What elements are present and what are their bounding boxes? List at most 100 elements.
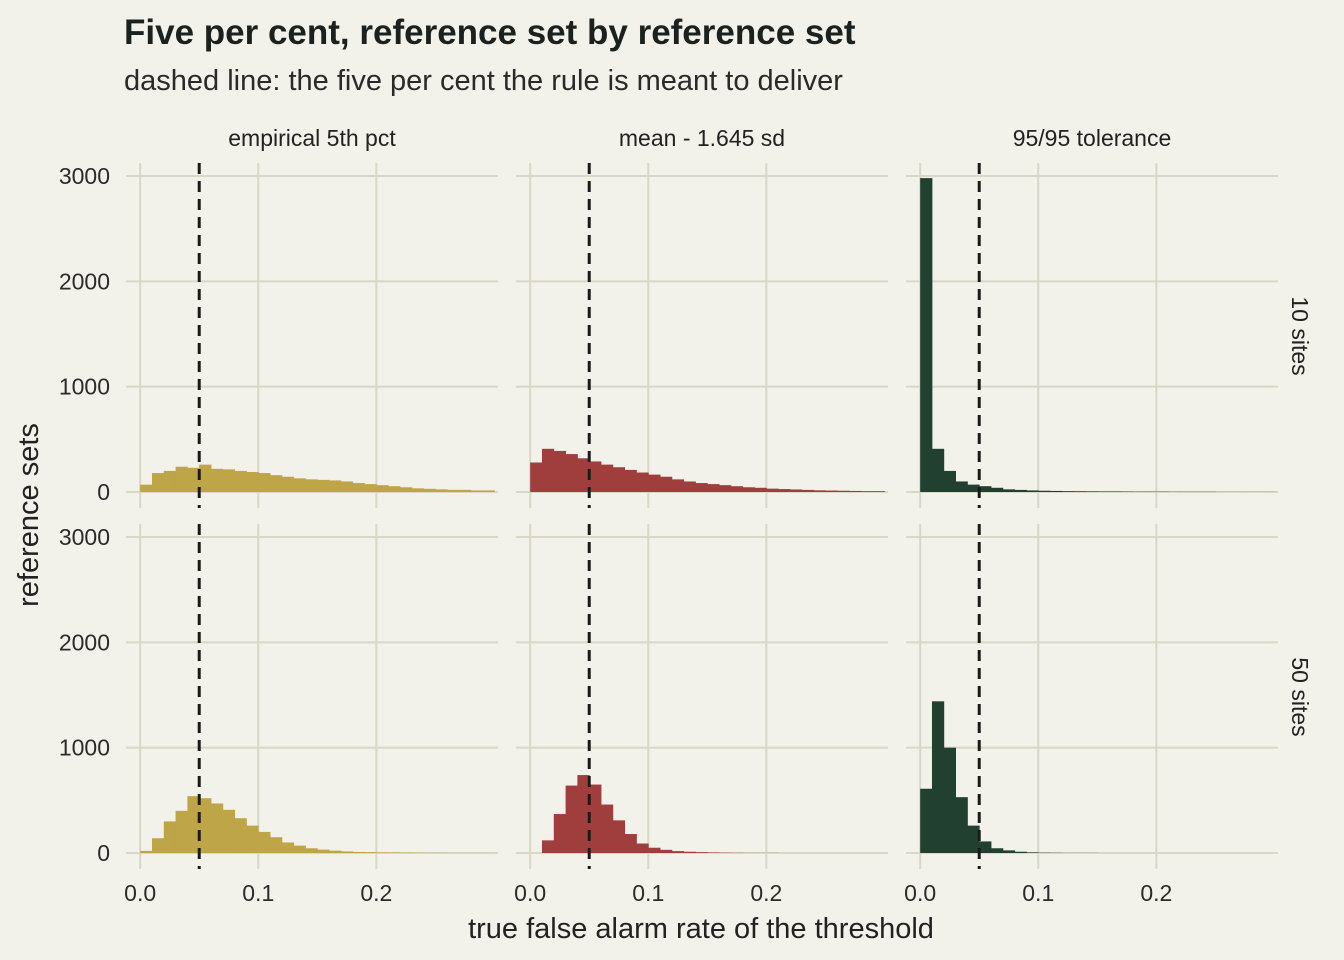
facet-strip-column-1: empirical 5th pct xyxy=(228,125,396,151)
histogram-bar xyxy=(695,483,708,492)
histogram-bar xyxy=(435,489,448,492)
histogram-bar xyxy=(151,838,165,853)
histogram-bar xyxy=(931,448,945,492)
histogram-bar xyxy=(140,850,153,853)
x-tick-label: 0.1 xyxy=(1022,880,1054,906)
histogram-bar xyxy=(376,852,389,853)
x-tick-label: 0.2 xyxy=(750,880,782,906)
histogram-bar xyxy=(849,490,862,492)
histogram-bar xyxy=(1050,490,1063,492)
histogram-bar xyxy=(837,490,850,492)
histogram-bar xyxy=(553,450,566,492)
histogram-bar xyxy=(222,809,236,853)
histogram-bar xyxy=(151,473,165,492)
histogram-bar xyxy=(695,852,708,853)
histogram-bar xyxy=(459,489,472,492)
panel-1-1 xyxy=(126,163,498,508)
chart-subtitle: dashed line: the five per cent the rule … xyxy=(124,65,843,97)
y-tick-label: 0 xyxy=(97,479,110,505)
panel-1-3 xyxy=(906,163,1278,508)
histogram-bar xyxy=(1002,850,1016,853)
histogram-bar xyxy=(364,852,377,853)
histogram-bar xyxy=(258,473,271,492)
histogram-bar xyxy=(825,490,838,492)
histogram-bar xyxy=(175,810,188,853)
histogram-bar xyxy=(955,797,968,853)
histogram-bar xyxy=(340,851,354,853)
y-tick-label: 1000 xyxy=(59,735,110,761)
histogram-bar xyxy=(577,775,590,853)
histogram-bar xyxy=(754,487,767,492)
histogram-bar xyxy=(352,483,365,492)
histogram-bar xyxy=(246,825,259,853)
histogram-bar xyxy=(199,798,212,853)
histogram-bar xyxy=(636,843,649,853)
panel-1-2 xyxy=(516,163,888,508)
histogram-bar xyxy=(258,831,271,853)
x-tick-label: 0.0 xyxy=(514,880,546,906)
histogram-bar xyxy=(707,484,720,492)
histogram-bar xyxy=(281,476,295,492)
histogram-bar xyxy=(1002,489,1016,492)
histogram-bar xyxy=(920,178,933,492)
histogram-bar xyxy=(163,821,176,853)
histogram-bar xyxy=(470,490,484,492)
x-tick-label: 0.2 xyxy=(360,880,392,906)
histogram-bar xyxy=(175,466,188,492)
histogram-bar xyxy=(943,470,956,492)
histogram-bar xyxy=(671,479,685,492)
y-tick-label: 1000 xyxy=(59,374,110,400)
panels-layer: 0 1000 2000 3000 0 1000 2000 3000 0.0 0.1 0.2 0.0 0.… xyxy=(59,163,1278,906)
panel-2-1 xyxy=(126,524,498,869)
histogram-bar xyxy=(778,489,791,492)
histogram-bar xyxy=(329,480,342,492)
histogram-bar xyxy=(1014,851,1027,853)
histogram-bar xyxy=(234,470,247,492)
histogram-bar xyxy=(1038,490,1051,492)
x-tick-label: 0.2 xyxy=(1140,880,1172,906)
histogram-bar xyxy=(636,472,649,492)
y-tick-label: 0 xyxy=(97,840,110,866)
histogram-bar xyxy=(423,488,436,492)
histogram-bar xyxy=(329,850,342,853)
histogram-bar xyxy=(860,491,874,492)
histogram-bar xyxy=(955,481,968,492)
histogram-bar xyxy=(872,491,885,492)
histogram-bar xyxy=(1073,491,1086,492)
histogram-bar xyxy=(317,849,330,853)
histogram-bar xyxy=(719,485,732,492)
panel-2-2 xyxy=(516,524,888,869)
histogram-bar xyxy=(577,458,590,492)
histogram-bar xyxy=(979,841,992,853)
chart-title: Five per cent, reference set by referenc… xyxy=(124,13,856,52)
facet-strip-row-2: 50 sites xyxy=(1287,657,1313,736)
histogram-bar xyxy=(601,804,614,853)
histogram-bar xyxy=(246,471,259,492)
histogram-bar xyxy=(281,842,295,853)
histogram-bar xyxy=(601,464,614,492)
x-tick-label: 0.0 xyxy=(124,880,156,906)
histogram-bar xyxy=(766,488,779,492)
histogram-bar xyxy=(612,820,626,853)
histogram-bar xyxy=(447,489,460,492)
histogram-bar xyxy=(813,490,826,492)
histogram-bar xyxy=(979,486,992,492)
x-tick-label: 0.1 xyxy=(242,880,274,906)
histogram-bar xyxy=(1026,852,1039,853)
histogram-bar xyxy=(411,488,424,492)
histogram-bar xyxy=(589,784,602,853)
histogram-bar xyxy=(1085,491,1098,492)
histogram-bar xyxy=(1109,491,1122,492)
histogram-bar xyxy=(270,837,283,853)
histogram-bar xyxy=(399,487,413,492)
histogram-bar xyxy=(140,484,153,492)
histogram-bar xyxy=(967,825,980,853)
histogram-bar xyxy=(305,479,318,492)
histogram-bar xyxy=(482,490,495,492)
x-tick-label: 0.1 xyxy=(632,880,664,906)
histogram-bar xyxy=(222,469,236,492)
histogram-bar xyxy=(565,785,578,853)
panel-2-3 xyxy=(906,524,1278,869)
histogram-bar xyxy=(1097,491,1110,492)
